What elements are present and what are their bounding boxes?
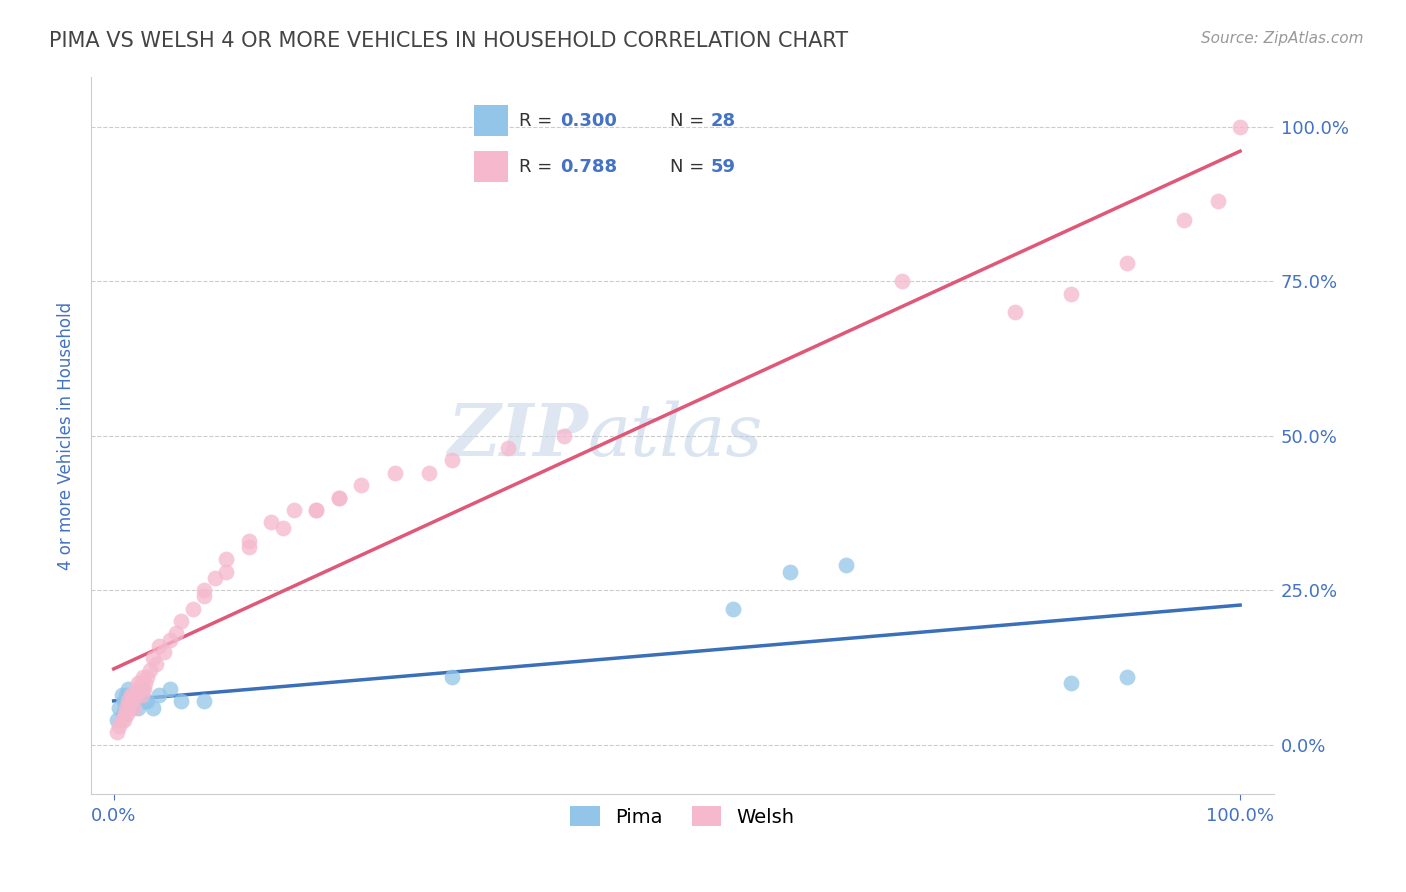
Point — [105, 725, 128, 739]
Point — [418, 466, 440, 480]
Point — [136, 694, 159, 708]
Point — [328, 491, 350, 505]
Point — [721, 601, 744, 615]
Point — [122, 700, 145, 714]
Point — [193, 590, 215, 604]
Point — [122, 694, 145, 708]
Point — [142, 700, 165, 714]
Point — [440, 670, 463, 684]
Point — [193, 694, 215, 708]
Text: atlas: atlas — [588, 401, 763, 471]
Legend: Pima, Welsh: Pima, Welsh — [562, 798, 803, 835]
Point — [165, 626, 187, 640]
Point — [204, 571, 226, 585]
Text: PIMA VS WELSH 4 OR MORE VEHICLES IN HOUSEHOLD CORRELATION CHART: PIMA VS WELSH 4 OR MORE VEHICLES IN HOUS… — [49, 31, 848, 51]
Point — [496, 441, 519, 455]
Point — [111, 706, 134, 721]
Point — [110, 713, 132, 727]
Point — [127, 700, 149, 714]
Point — [148, 639, 170, 653]
Point — [1116, 670, 1139, 684]
Point — [148, 688, 170, 702]
Point — [215, 565, 238, 579]
Point — [117, 681, 139, 696]
Point — [120, 688, 142, 702]
Point — [1206, 194, 1229, 208]
Point — [1229, 120, 1251, 134]
Point — [114, 706, 136, 721]
Point — [553, 428, 575, 442]
Text: Source: ZipAtlas.com: Source: ZipAtlas.com — [1201, 31, 1364, 46]
Point — [779, 565, 801, 579]
Point — [145, 657, 167, 672]
Point — [131, 688, 153, 702]
Point — [238, 533, 260, 548]
Point — [125, 688, 148, 702]
Point — [134, 694, 156, 708]
Point — [108, 700, 131, 714]
Point — [350, 478, 373, 492]
Point — [131, 681, 153, 696]
Point — [305, 503, 328, 517]
Point — [105, 713, 128, 727]
Point — [125, 688, 148, 702]
Point — [108, 719, 131, 733]
Point — [138, 664, 160, 678]
Point — [118, 700, 141, 714]
Point — [120, 700, 142, 714]
Point — [170, 694, 193, 708]
Point — [159, 681, 181, 696]
Text: ZIP: ZIP — [447, 401, 588, 471]
Point — [835, 558, 858, 573]
Point — [215, 552, 238, 566]
Point — [121, 694, 143, 708]
Point — [129, 676, 152, 690]
Point — [115, 706, 138, 721]
Y-axis label: 4 or more Vehicles in Household: 4 or more Vehicles in Household — [58, 301, 75, 570]
Point — [1173, 212, 1195, 227]
Point — [153, 645, 176, 659]
Point — [1004, 305, 1026, 319]
Point — [181, 601, 204, 615]
Point — [283, 503, 305, 517]
Point — [128, 681, 150, 696]
Point — [260, 515, 283, 529]
Point — [115, 694, 138, 708]
Point — [159, 632, 181, 647]
Point — [193, 583, 215, 598]
Point — [132, 681, 155, 696]
Point — [238, 540, 260, 554]
Point — [440, 453, 463, 467]
Point — [1060, 286, 1083, 301]
Point — [384, 466, 406, 480]
Point — [110, 688, 132, 702]
Point — [114, 700, 136, 714]
Point — [127, 681, 149, 696]
Point — [115, 700, 138, 714]
Point — [121, 688, 143, 702]
Point — [121, 688, 143, 702]
Point — [271, 521, 294, 535]
Point — [127, 676, 149, 690]
Point — [891, 274, 914, 288]
Point — [1116, 256, 1139, 270]
Point — [328, 491, 350, 505]
Point — [115, 688, 138, 702]
Point — [142, 651, 165, 665]
Point — [117, 694, 139, 708]
Point — [112, 713, 135, 727]
Point — [112, 694, 135, 708]
Point — [136, 670, 159, 684]
Point — [305, 503, 328, 517]
Point — [1060, 676, 1083, 690]
Point — [132, 670, 155, 684]
Point — [170, 614, 193, 628]
Point — [134, 676, 156, 690]
